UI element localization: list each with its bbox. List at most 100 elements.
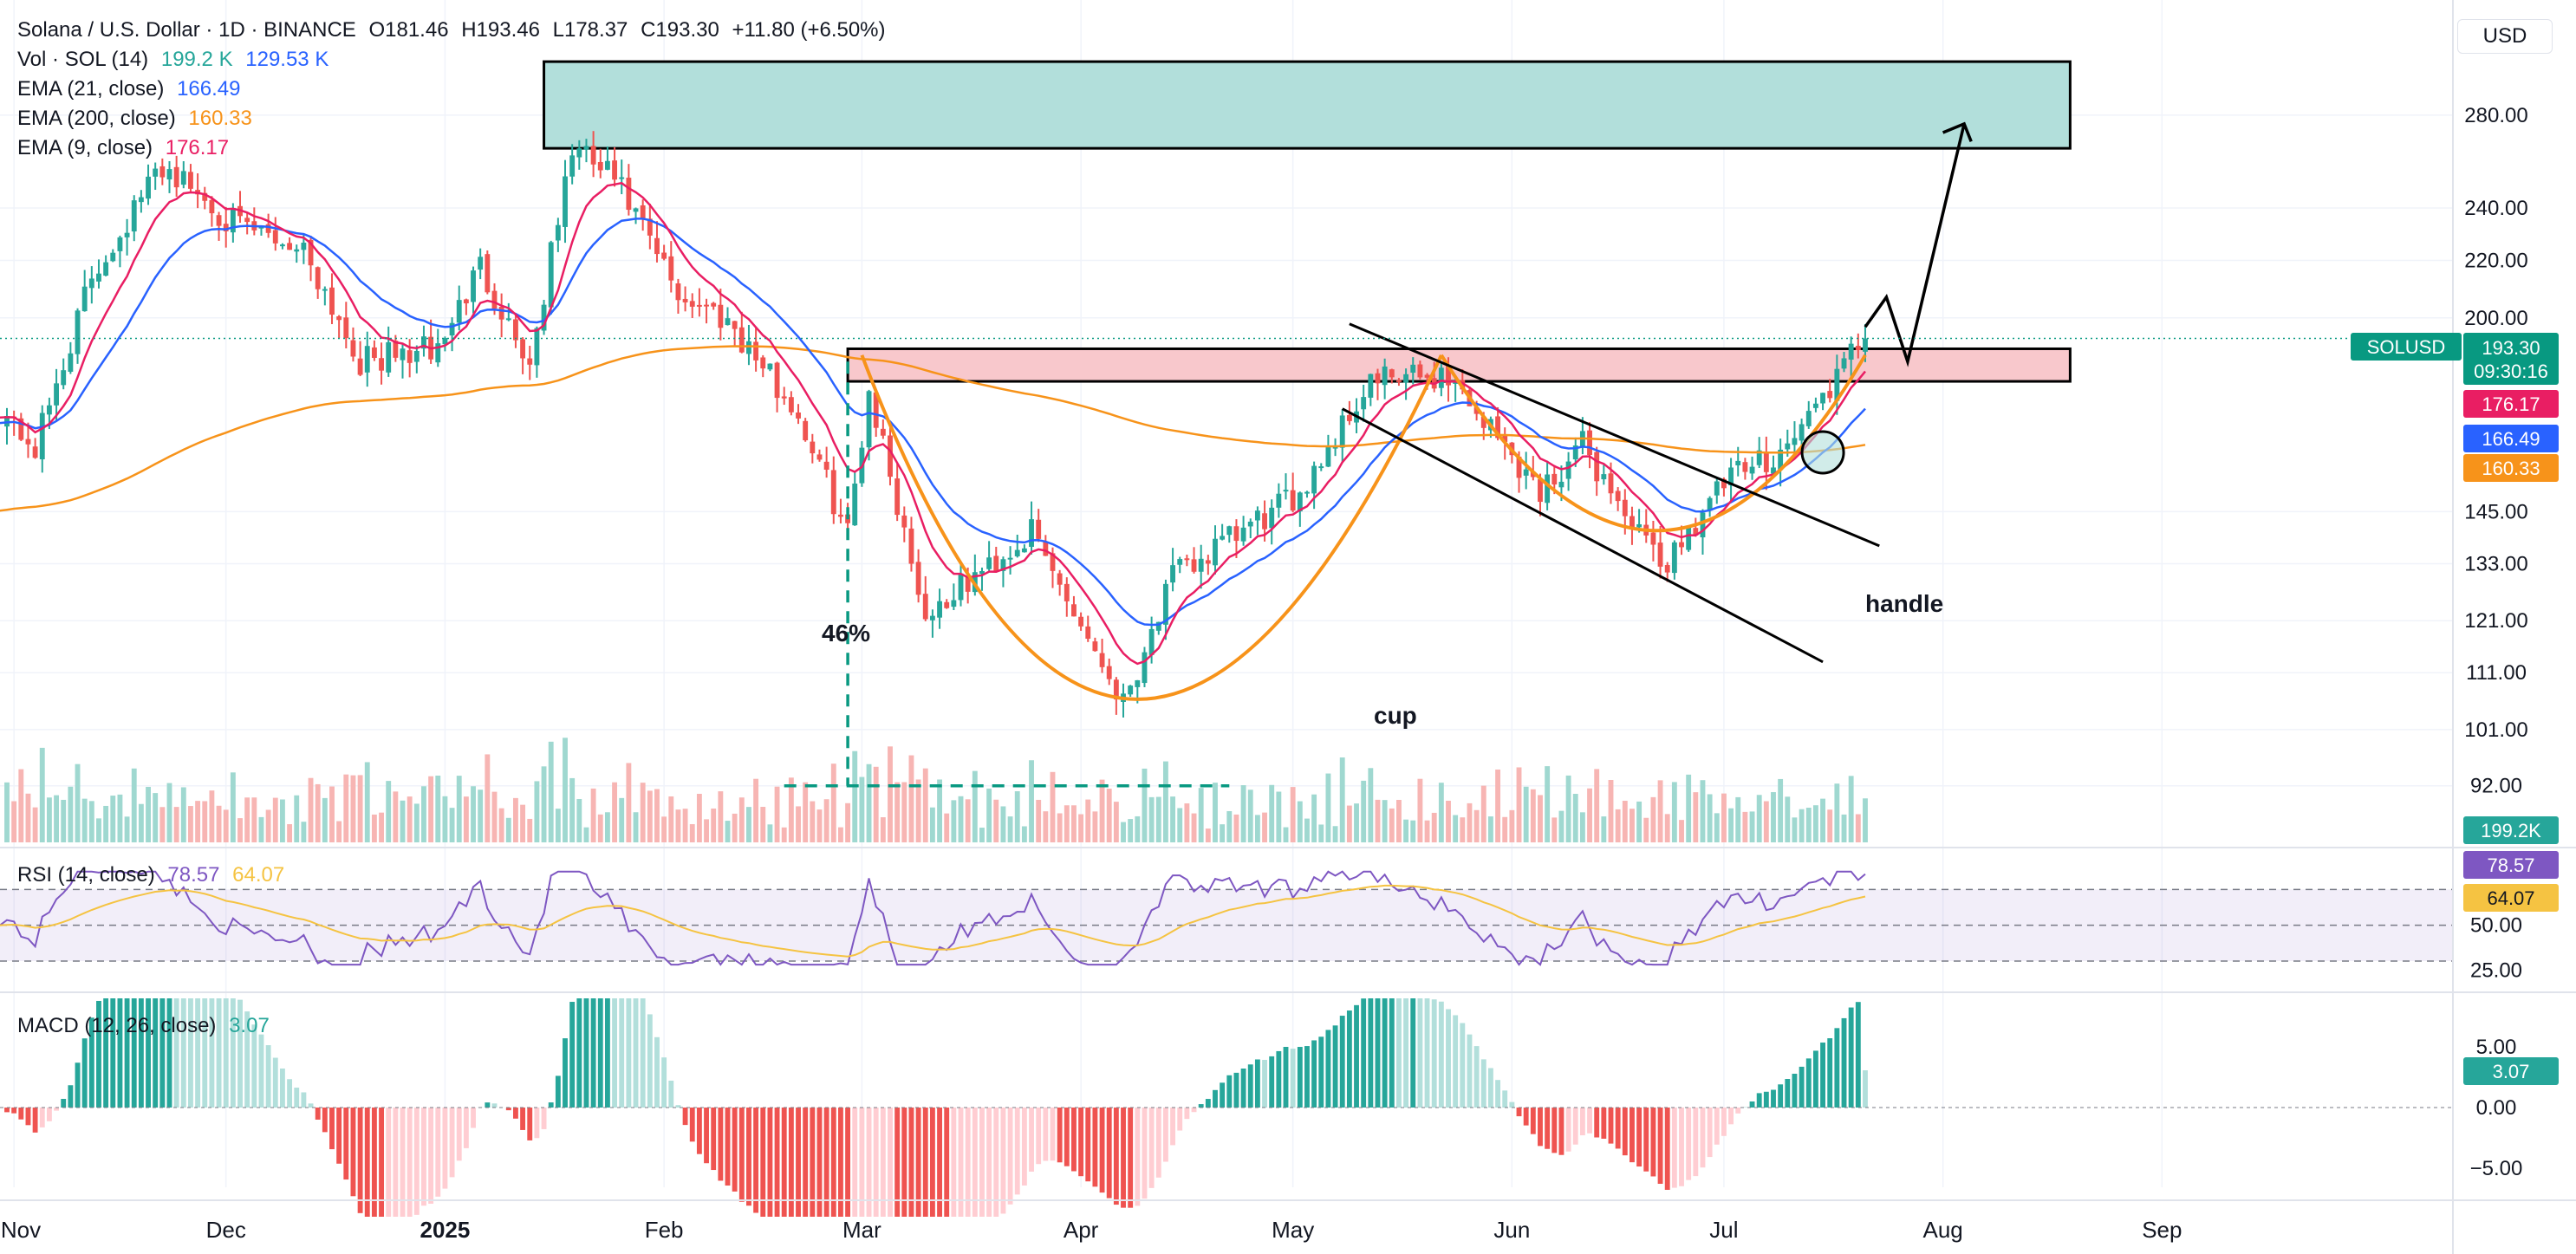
volume-bar xyxy=(1191,813,1197,842)
macd-histogram-bar xyxy=(746,1108,751,1206)
currency-button[interactable]: USD xyxy=(2457,19,2553,54)
candle-body xyxy=(1064,583,1070,601)
volume-bar xyxy=(816,809,823,842)
volume-bar xyxy=(583,827,589,842)
ohlc-open: O181.46 xyxy=(368,18,449,42)
macd-histogram-bar xyxy=(505,1108,511,1111)
macd-histogram-bar xyxy=(1332,1025,1338,1108)
candle-body xyxy=(1325,445,1331,467)
volume-bar xyxy=(548,741,554,842)
candle-body xyxy=(1495,416,1501,439)
volume-bar xyxy=(555,809,561,842)
macd-histogram-bar xyxy=(569,1002,576,1108)
candle-body xyxy=(668,256,674,281)
candle-body xyxy=(1226,526,1233,536)
volume-bar xyxy=(1099,779,1105,842)
volume-bar xyxy=(1572,794,1578,842)
volume-bar xyxy=(788,777,794,842)
volume-bar xyxy=(1587,788,1592,842)
ema21-label: EMA (21, close) xyxy=(17,77,165,101)
candle-body xyxy=(746,341,751,354)
macd-histogram-bar xyxy=(1714,1108,1720,1145)
rsi-legend[interactable]: RSI (14, close) 78.57 64.07 xyxy=(17,863,291,887)
volume-bar xyxy=(569,777,576,842)
macd-histogram-bar xyxy=(1834,1028,1840,1108)
candle-body xyxy=(1630,516,1635,528)
symbol-title[interactable]: Solana / U.S. Dollar · 1D · BINANCE xyxy=(17,18,356,42)
volume-bar xyxy=(563,737,568,842)
candle-body xyxy=(124,232,130,237)
macd-histogram-bar xyxy=(590,998,596,1108)
macd-histogram-bar xyxy=(541,1108,547,1129)
macd-histogram-bar xyxy=(788,1108,794,1217)
volume-bar xyxy=(696,793,702,842)
candle-body xyxy=(513,319,518,341)
volume-bar xyxy=(1827,809,1833,842)
macd-histogram-bar xyxy=(1812,1050,1818,1108)
candle-body xyxy=(633,208,639,212)
macd-histogram-bar xyxy=(732,1108,738,1192)
ema21-legend[interactable]: EMA (21, close) 166.49 xyxy=(17,75,893,104)
macd-histogram-bar xyxy=(1368,998,1374,1108)
macd-histogram-bar xyxy=(633,998,639,1108)
volume-bar xyxy=(18,769,24,842)
macd-histogram-bar xyxy=(39,1108,45,1127)
candle-body xyxy=(68,353,74,372)
candle-body xyxy=(951,600,957,608)
macd-histogram-bar xyxy=(1693,1108,1699,1177)
macd-histogram-bar xyxy=(1495,1080,1501,1108)
macd-label: MACD (12, 26, close) xyxy=(17,1014,217,1037)
macd-histogram-bar xyxy=(1106,1108,1112,1199)
macd-histogram-bar xyxy=(463,1108,469,1148)
volume-bar xyxy=(718,791,724,842)
volume-bar xyxy=(294,795,300,842)
volume-bar xyxy=(1820,798,1825,842)
volume-bar xyxy=(251,797,257,842)
ema200-legend[interactable]: EMA (200, close) 160.33 xyxy=(17,104,893,133)
macd-histogram-bar xyxy=(1841,1017,1847,1108)
volume-bar xyxy=(1043,811,1049,842)
macd-histogram-bar xyxy=(527,1108,533,1140)
macd-histogram-bar xyxy=(1615,1108,1621,1149)
candle-body xyxy=(880,428,886,436)
volume-bar xyxy=(364,762,370,842)
ema21-value: 166.49 xyxy=(177,77,241,101)
volume-bar xyxy=(11,801,17,842)
candle-body xyxy=(1071,604,1077,617)
volume-bar xyxy=(68,786,74,842)
macd-histogram-bar xyxy=(901,1108,907,1217)
macd-histogram-bar xyxy=(1410,998,1416,1108)
volume-bar xyxy=(223,809,229,842)
candle-body xyxy=(1269,507,1275,529)
candle-body xyxy=(322,289,328,291)
macd-legend[interactable]: MACD (12, 26, close) 3.07 xyxy=(17,1014,276,1038)
volume-bar xyxy=(1721,793,1727,842)
candle-body xyxy=(704,304,709,307)
volume-bar xyxy=(908,755,914,842)
volume-bar xyxy=(675,809,681,842)
volume-bar xyxy=(704,819,709,842)
volume-bar xyxy=(329,786,335,842)
candle-body xyxy=(1785,443,1791,450)
candle-body xyxy=(1608,473,1614,494)
macd-histogram-bar xyxy=(1756,1093,1762,1108)
candle-body xyxy=(866,391,872,448)
volume-bar xyxy=(88,801,94,842)
ema9-legend[interactable]: EMA (9, close) 176.17 xyxy=(17,133,893,163)
volume-bar xyxy=(32,807,38,842)
volume-bar xyxy=(1509,809,1515,842)
macd-histogram-bar xyxy=(449,1108,455,1178)
chart-labels: 46% cup handle xyxy=(822,590,1943,729)
macd-histogram-bar xyxy=(873,1108,879,1217)
candle-body xyxy=(1099,653,1105,667)
volume-bar xyxy=(760,807,766,842)
volume-bar xyxy=(1389,808,1395,842)
candle-body xyxy=(1304,491,1310,494)
macd-histogram-bar xyxy=(1785,1079,1791,1108)
macd-histogram-bar xyxy=(1092,1108,1098,1187)
candle-body xyxy=(583,146,589,150)
candle-body xyxy=(830,470,836,515)
channel-lower-line xyxy=(1342,407,1824,664)
volume-legend[interactable]: Vol · SOL (14) 199.2 K 129.53 K xyxy=(17,48,329,71)
